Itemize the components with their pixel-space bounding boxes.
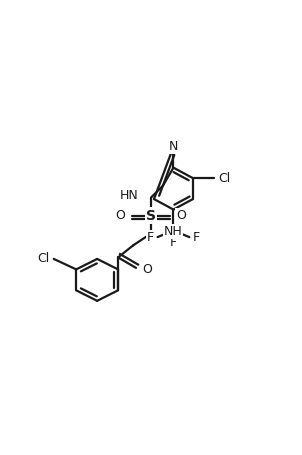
Text: O: O — [176, 209, 186, 222]
Text: F: F — [147, 231, 154, 243]
Text: S: S — [146, 208, 156, 222]
Text: N: N — [169, 140, 178, 153]
Text: O: O — [143, 263, 153, 276]
Text: HN: HN — [120, 189, 138, 202]
Text: O: O — [116, 209, 126, 222]
Text: F: F — [170, 236, 177, 249]
Text: Cl: Cl — [37, 253, 49, 265]
Text: NH: NH — [164, 226, 182, 238]
Text: Cl: Cl — [218, 172, 230, 185]
Text: F: F — [193, 231, 200, 243]
